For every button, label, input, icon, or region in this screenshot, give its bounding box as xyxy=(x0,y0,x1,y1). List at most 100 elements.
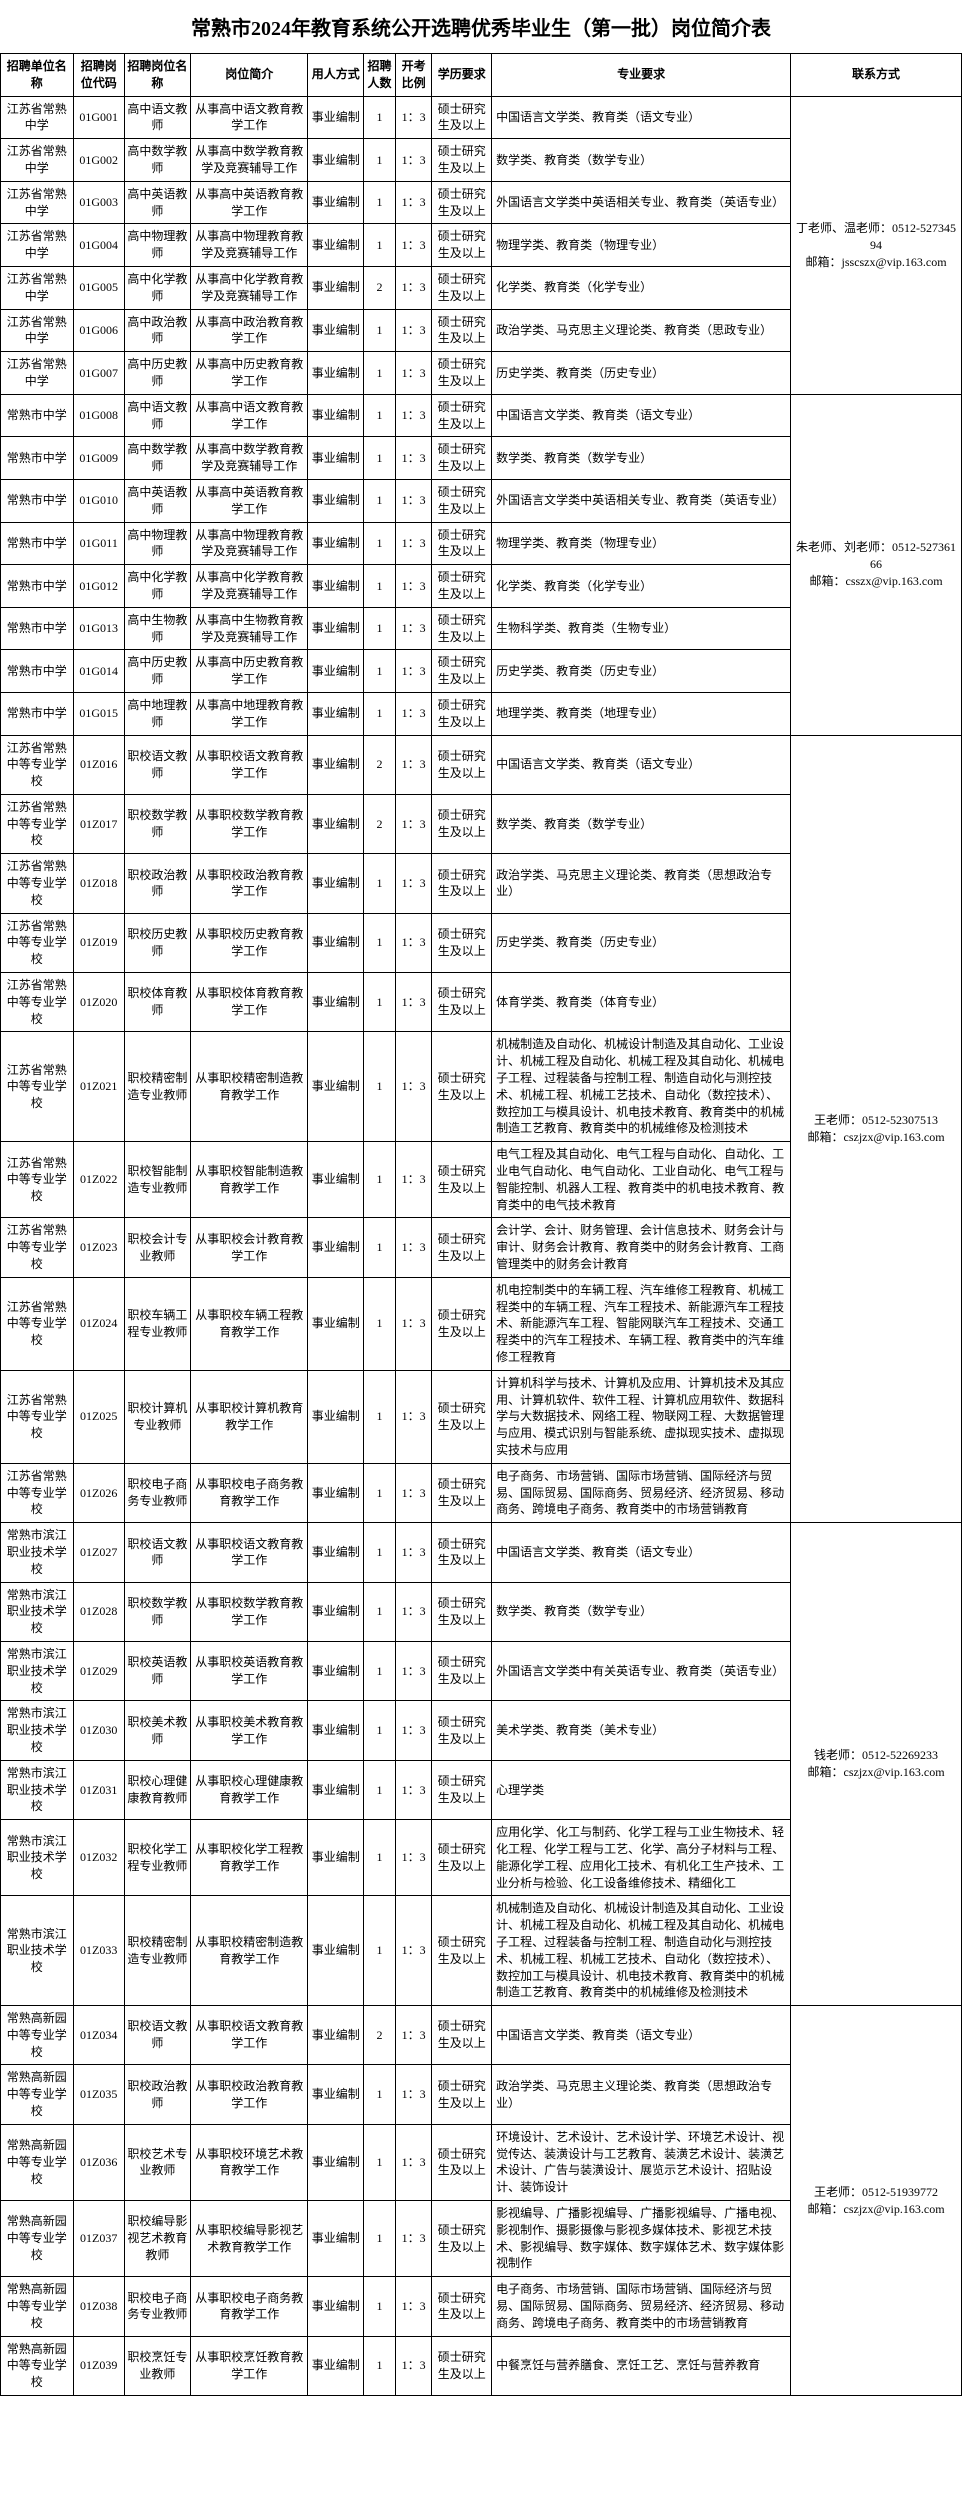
cell-ratio: 1：3 xyxy=(396,1142,432,1218)
cell-way: 事业编制 xyxy=(308,394,364,437)
cell-req: 美术学类、教育类（美术专业） xyxy=(492,1701,791,1760)
cell-intro: 从事职校体育教育教学工作 xyxy=(191,973,308,1032)
cell-edu: 硕士研究生及以上 xyxy=(432,1032,492,1142)
cell-unit: 常熟市滨江职业技术学校 xyxy=(1,1896,74,2006)
cell-ratio: 1：3 xyxy=(396,522,432,565)
cell-edu: 硕士研究生及以上 xyxy=(432,522,492,565)
cell-code: 01G004 xyxy=(73,224,124,267)
cell-way: 事业编制 xyxy=(308,266,364,309)
cell-req: 外国语言文学类中有关英语专业、教育类（英语专业） xyxy=(492,1641,791,1700)
cell-num: 1 xyxy=(364,96,396,139)
cell-intro: 从事高中英语教育教学工作 xyxy=(191,181,308,224)
cell-num: 2 xyxy=(364,794,396,853)
cell-way: 事业编制 xyxy=(308,794,364,853)
cell-intro: 从事职校智能制造教育教学工作 xyxy=(191,1142,308,1218)
cell-num: 1 xyxy=(364,692,396,735)
cell-contact: 王老师：0512-52307513 邮箱：cszjzx@vip.163.com xyxy=(791,735,962,1523)
cell-num: 1 xyxy=(364,1370,396,1463)
cell-way: 事业编制 xyxy=(308,2201,364,2277)
cell-unit: 江苏省常熟中学 xyxy=(1,224,74,267)
cell-way: 事业编制 xyxy=(308,1463,364,1522)
cell-post: 职校编导影视艺术教育教师 xyxy=(124,2201,190,2277)
cell-edu: 硕士研究生及以上 xyxy=(432,1142,492,1218)
cell-way: 事业编制 xyxy=(308,854,364,913)
cell-code: 01Z031 xyxy=(73,1760,124,1819)
cell-req: 化学类、教育类（化学专业） xyxy=(492,266,791,309)
cell-post: 职校智能制造专业教师 xyxy=(124,1142,190,1218)
cell-num: 1 xyxy=(364,1582,396,1641)
cell-way: 事业编制 xyxy=(308,1701,364,1760)
th-contact: 联系方式 xyxy=(791,54,962,97)
cell-code: 01G005 xyxy=(73,266,124,309)
cell-way: 事业编制 xyxy=(308,650,364,693)
cell-unit: 江苏省常熟中等专业学校 xyxy=(1,973,74,1032)
cell-num: 1 xyxy=(364,352,396,395)
cell-intro: 从事职校精密制造教育教学工作 xyxy=(191,1896,308,2006)
cell-code: 01Z028 xyxy=(73,1582,124,1641)
cell-num: 1 xyxy=(364,139,396,182)
cell-num: 1 xyxy=(364,181,396,224)
cell-edu: 硕士研究生及以上 xyxy=(432,2277,492,2336)
cell-post: 职校心理健康教育教师 xyxy=(124,1760,190,1819)
cell-num: 1 xyxy=(364,479,396,522)
cell-code: 01Z019 xyxy=(73,913,124,972)
cell-code: 01Z035 xyxy=(73,2065,124,2124)
cell-way: 事业编制 xyxy=(308,692,364,735)
cell-way: 事业编制 xyxy=(308,1370,364,1463)
cell-ratio: 1：3 xyxy=(396,735,432,794)
cell-way: 事业编制 xyxy=(308,1582,364,1641)
cell-req: 环境设计、艺术设计、艺术设计学、环境艺术设计、视觉传达、装潢设计与工艺教育、装潢… xyxy=(492,2124,791,2200)
cell-num: 1 xyxy=(364,2336,396,2395)
cell-req: 中国语言文学类、教育类（语文专业） xyxy=(492,2006,791,2065)
cell-num: 1 xyxy=(364,565,396,608)
table-row: 江苏省常熟中等专业学校01Z016职校语文教师从事职校语文教育教学工作事业编制2… xyxy=(1,735,962,794)
cell-unit: 常熟高新园中等专业学校 xyxy=(1,2006,74,2065)
cell-ratio: 1：3 xyxy=(396,1760,432,1819)
cell-way: 事业编制 xyxy=(308,1523,364,1582)
cell-edu: 硕士研究生及以上 xyxy=(432,735,492,794)
cell-intro: 从事职校政治教育教学工作 xyxy=(191,854,308,913)
cell-num: 1 xyxy=(364,1820,396,1896)
cell-edu: 硕士研究生及以上 xyxy=(432,181,492,224)
cell-num: 1 xyxy=(364,1218,396,1277)
cell-post: 高中生物教师 xyxy=(124,607,190,650)
cell-unit: 江苏省常熟中等专业学校 xyxy=(1,1370,74,1463)
cell-edu: 硕士研究生及以上 xyxy=(432,479,492,522)
cell-req: 政治学类、马克思主义理论类、教育类（思政专业） xyxy=(492,309,791,352)
page-title: 常熟市2024年教育系统公开选聘优秀毕业生（第一批）岗位简介表 xyxy=(0,0,962,53)
cell-req: 数学类、教育类（数学专业） xyxy=(492,437,791,480)
cell-post: 职校体育教师 xyxy=(124,973,190,1032)
cell-code: 01G008 xyxy=(73,394,124,437)
cell-intro: 从事职校美术教育教学工作 xyxy=(191,1701,308,1760)
cell-way: 事业编制 xyxy=(308,2336,364,2395)
cell-ratio: 1：3 xyxy=(396,479,432,522)
cell-code: 01Z024 xyxy=(73,1277,124,1370)
cell-ratio: 1：3 xyxy=(396,352,432,395)
cell-intro: 从事职校语文教育教学工作 xyxy=(191,735,308,794)
cell-intro: 从事职校车辆工程教育教学工作 xyxy=(191,1277,308,1370)
cell-code: 01Z021 xyxy=(73,1032,124,1142)
cell-unit: 常熟市中学 xyxy=(1,650,74,693)
cell-post: 职校化学工程专业教师 xyxy=(124,1820,190,1896)
cell-ratio: 1：3 xyxy=(396,2201,432,2277)
cell-code: 01Z017 xyxy=(73,794,124,853)
cell-intro: 从事职校电子商务教育教学工作 xyxy=(191,1463,308,1522)
cell-way: 事业编制 xyxy=(308,139,364,182)
cell-ratio: 1：3 xyxy=(396,139,432,182)
cell-edu: 硕士研究生及以上 xyxy=(432,2006,492,2065)
cell-req: 外国语言文学类中英语相关专业、教育类（英语专业） xyxy=(492,479,791,522)
cell-req: 外国语言文学类中英语相关专业、教育类（英语专业） xyxy=(492,181,791,224)
cell-code: 01G011 xyxy=(73,522,124,565)
cell-code: 01Z039 xyxy=(73,2336,124,2395)
cell-ratio: 1：3 xyxy=(396,309,432,352)
cell-code: 01G013 xyxy=(73,607,124,650)
cell-way: 事业编制 xyxy=(308,1142,364,1218)
cell-way: 事业编制 xyxy=(308,352,364,395)
cell-way: 事业编制 xyxy=(308,1032,364,1142)
cell-unit: 常熟市中学 xyxy=(1,607,74,650)
cell-way: 事业编制 xyxy=(308,1277,364,1370)
cell-post: 职校电子商务专业教师 xyxy=(124,2277,190,2336)
cell-unit: 江苏省常熟中学 xyxy=(1,352,74,395)
cell-post: 职校语文教师 xyxy=(124,1523,190,1582)
cell-unit: 常熟高新园中等专业学校 xyxy=(1,2277,74,2336)
